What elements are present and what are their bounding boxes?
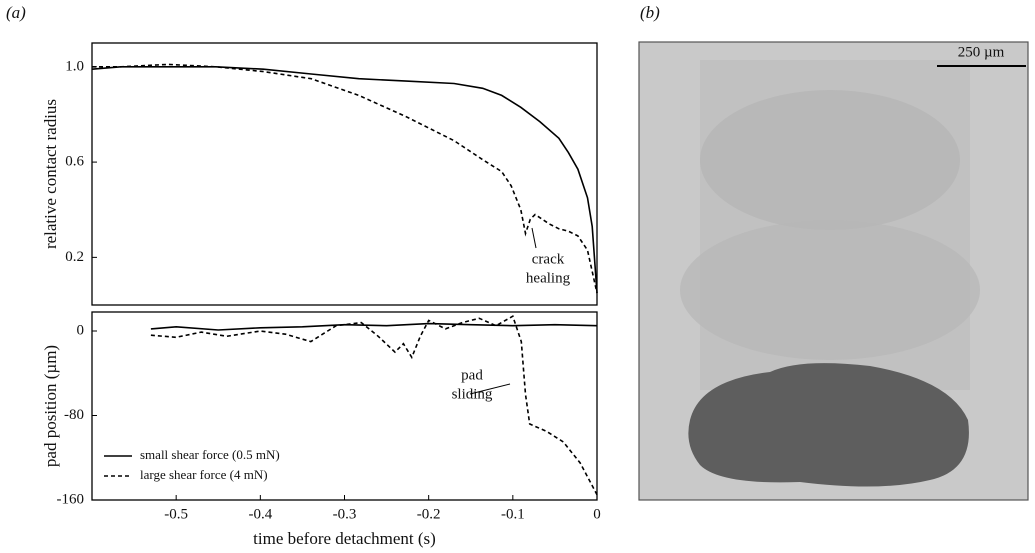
annotation: pad xyxy=(461,367,483,383)
photo xyxy=(638,41,1029,501)
x-tick-label: -0.2 xyxy=(417,506,441,522)
x-tick-label: 0 xyxy=(593,506,601,522)
panel-label: (b) xyxy=(640,3,660,22)
legend-label: small shear force (0.5 mN) xyxy=(140,447,280,462)
plot-frame xyxy=(91,42,598,306)
data-line xyxy=(150,322,598,331)
annotation: healing xyxy=(526,270,571,286)
legend-label: large shear force (4 mN) xyxy=(140,467,268,482)
y-tick-label: -160 xyxy=(57,491,85,507)
annotation-pointer xyxy=(531,227,537,249)
data-line xyxy=(91,66,598,294)
x-tick-label: -0.5 xyxy=(164,506,188,522)
data-line xyxy=(92,63,598,294)
y-axis-label: pad position (µm) xyxy=(41,345,60,467)
y-tick-label: -80 xyxy=(64,407,84,423)
panel-label: (a) xyxy=(6,3,26,22)
y-tick-label: 0 xyxy=(77,322,85,338)
annotation-pointer xyxy=(469,383,511,395)
x-tick-label: -0.3 xyxy=(333,506,357,522)
data-line xyxy=(150,315,598,496)
y-tick-label: 0.2 xyxy=(65,249,84,265)
y-tick-label: 1.0 xyxy=(65,58,84,74)
scale-bar-label: 250 µm xyxy=(958,44,1005,60)
annotation: sliding xyxy=(452,386,493,402)
y-tick-label: 0.6 xyxy=(65,154,84,170)
annotation: crack xyxy=(532,251,565,267)
x-tick-label: -0.1 xyxy=(501,506,525,522)
y-axis-label: relative contact radius xyxy=(41,99,60,249)
x-tick-label: -0.4 xyxy=(248,506,272,522)
x-axis-label: time before detachment (s) xyxy=(253,529,436,548)
